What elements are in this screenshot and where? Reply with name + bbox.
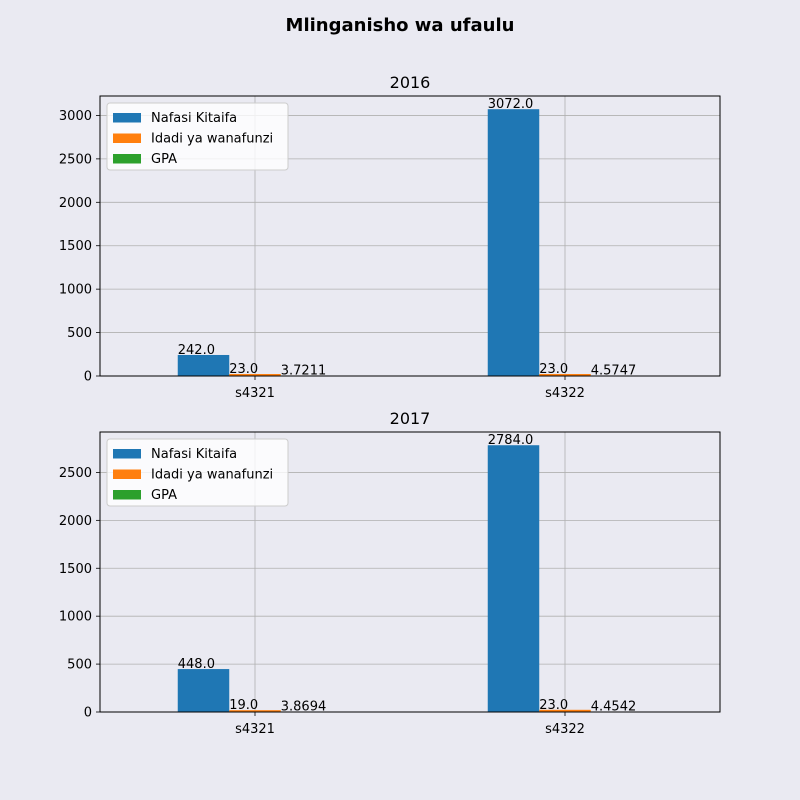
data-label: 3.8694 [281, 700, 327, 715]
y-tick-label: 2000 [59, 196, 92, 211]
legend-swatch [113, 113, 141, 123]
legend-swatch [113, 133, 141, 143]
y-tick-label: 2500 [59, 466, 92, 481]
y-tick-label: 500 [67, 326, 92, 341]
legend-entry: Idadi ya wanafunzi [151, 132, 273, 147]
bar-nafasi-kitaifa [487, 445, 540, 712]
x-tick-label: s4321 [235, 386, 275, 401]
bar-idadi-ya-wanafunzi [229, 374, 281, 376]
legend: Nafasi Kitaifa Idadi ya wanafunzi GPA [106, 102, 289, 171]
axes-frame [99, 431, 721, 713]
bar-nafasi-kitaifa [177, 354, 230, 376]
legend-entry: Nafasi Kitaifa [151, 447, 237, 462]
data-label: 2784.0 [488, 433, 534, 448]
panel-title: 2017 [390, 409, 431, 428]
y-tick-label: 2500 [59, 152, 92, 167]
legend-swatch [113, 469, 141, 479]
bar-idadi-ya-wanafunzi [229, 710, 281, 712]
y-tick-label: 2000 [59, 514, 92, 529]
y-tick-label: 1500 [59, 562, 92, 577]
bar-nafasi-kitaifa [177, 669, 230, 712]
data-label: 23.0 [539, 698, 568, 713]
y-tick-label: 1000 [59, 283, 92, 298]
legend-entry: GPA [151, 152, 177, 167]
legend-swatch [113, 449, 141, 459]
legend: Nafasi Kitaifa Idadi ya wanafunzi GPA [106, 438, 289, 507]
data-label: 23.0 [229, 362, 258, 377]
data-label: 3.7211 [281, 364, 327, 379]
legend-box [106, 102, 289, 171]
x-tick-label: s4321 [235, 722, 275, 737]
bar-idadi-ya-wanafunzi [539, 709, 591, 712]
x-tick-label: s4322 [545, 386, 585, 401]
legend-entry: Nafasi Kitaifa [151, 111, 237, 126]
legend-entry: Idadi ya wanafunzi [151, 468, 273, 483]
axes-frame [99, 95, 721, 377]
y-tick-label: 0 [84, 706, 92, 721]
data-label: 3072.0 [488, 97, 534, 112]
data-label: 448.0 [178, 657, 215, 672]
bar-idadi-ya-wanafunzi [539, 374, 591, 376]
bar-nafasi-kitaifa [487, 109, 540, 376]
legend-box [106, 438, 289, 507]
y-tick-label: 3000 [59, 109, 92, 124]
data-label: 23.0 [539, 362, 568, 377]
y-tick-label: 1500 [59, 239, 92, 254]
chart-panels: 0 500 1000 1500 2000 2500 3000 s4321 s4322 242.0 3… [59, 73, 721, 737]
data-label: 4.4542 [591, 700, 637, 715]
legend-entry: GPA [151, 488, 177, 503]
legend-swatch [113, 154, 141, 164]
x-tick-label: s4322 [545, 722, 585, 737]
y-tick-label: 500 [67, 658, 92, 673]
data-label: 4.5747 [591, 364, 637, 379]
data-label: 19.0 [229, 698, 258, 713]
data-label: 242.0 [178, 343, 215, 358]
y-tick-label: 1000 [59, 610, 92, 625]
legend-swatch [113, 490, 141, 500]
panel-title: 2016 [390, 73, 431, 92]
y-tick-label: 0 [84, 370, 92, 385]
chart-panel-2016: 0 500 1000 1500 2000 2500 3000 s4321 s4322 242.0 3… [59, 73, 721, 401]
figure-title: Mlinganisho wa ufaulu [286, 15, 515, 36]
chart-panel-2017: 0 500 1000 1500 2000 2500 s4321 s4322 448.0 2784.… [59, 409, 721, 737]
